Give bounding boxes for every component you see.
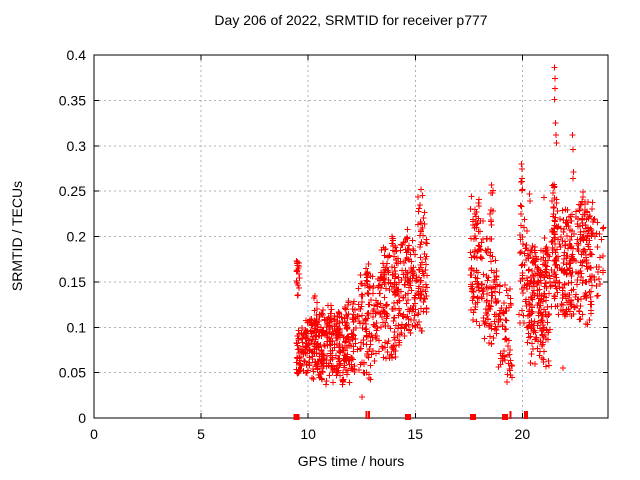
y-tick-label: 0 xyxy=(78,410,86,426)
baseline-bar-marker xyxy=(509,411,512,419)
tick-labels: 0 5 10 15 20 0 0.05 0.1 0.15 0.2 0.25 0.3 0.35 0.4 xyxy=(59,47,531,442)
y-tick-label: 0.3 xyxy=(67,138,87,154)
gridlines xyxy=(94,55,608,418)
x-axis-label: GPS time / hours xyxy=(297,453,405,469)
scatter-points xyxy=(293,64,607,401)
baseline-bar-marker xyxy=(526,411,529,419)
axes-border xyxy=(93,54,609,419)
baseline-bar-marker xyxy=(367,411,370,419)
y-tick-label: 0.05 xyxy=(59,365,86,381)
x-tick-label: 20 xyxy=(515,426,531,442)
y-tick-label: 0.2 xyxy=(67,229,87,245)
baseline-square-marker xyxy=(293,414,300,420)
baseline-markers xyxy=(293,411,529,420)
baseline-square-marker xyxy=(404,414,411,420)
y-tick-label: 0.25 xyxy=(59,183,86,199)
x-tick-label: 0 xyxy=(90,426,98,442)
baseline-square-marker xyxy=(470,414,477,420)
y-axis-label: SRMTID / TECUs xyxy=(9,180,25,292)
y-tick-label: 0.35 xyxy=(59,92,86,108)
baseline-bar-marker xyxy=(523,411,526,419)
baseline-bar-marker xyxy=(365,411,368,419)
baseline-square-marker xyxy=(502,414,509,420)
y-tick-label: 0.4 xyxy=(67,47,87,63)
y-tick-label: 0.1 xyxy=(67,319,87,335)
chart-title: Day 206 of 2022, SRMTID for receiver p77… xyxy=(214,12,488,28)
x-tick-label: 15 xyxy=(407,426,423,442)
x-tick-label: 10 xyxy=(300,426,316,442)
x-tick-label: 5 xyxy=(197,426,205,442)
y-tick-label: 0.15 xyxy=(59,274,86,290)
